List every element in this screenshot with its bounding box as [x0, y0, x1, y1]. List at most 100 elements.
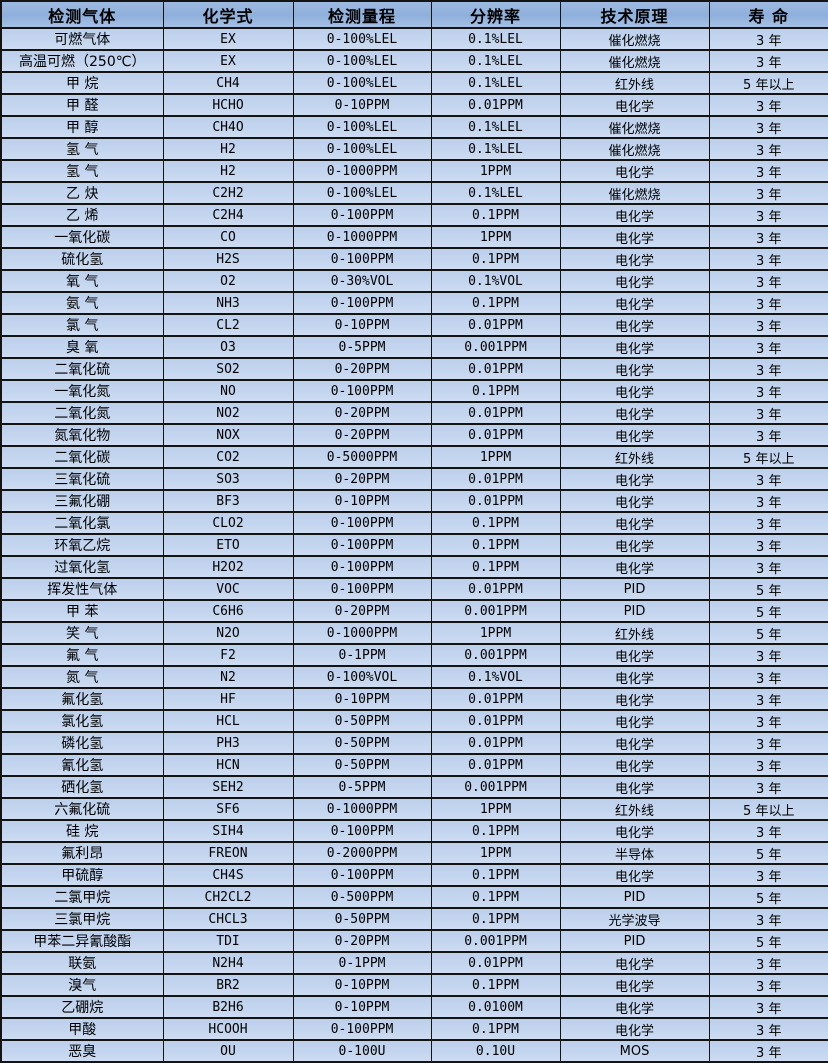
cell-gas: 甲苯二异氰酸酯: [0, 929, 164, 953]
cell-formula: PH3: [162, 731, 294, 755]
cell-principle: 催化燃烧: [559, 137, 710, 161]
cell-lifespan: 3 年: [708, 49, 828, 73]
table-body: 可燃气体 EX 0-100%LEL 0.1%LEL 催化燃烧 3 年高温可燃（250℃） E…: [0, 27, 828, 1063]
cell-principle: 电化学: [559, 511, 710, 535]
table-row: 甲酸 HCOOH 0-100PPM 0.1PPM 电化学 3 年: [0, 1017, 828, 1041]
column-header-range: 检测量程: [292, 0, 432, 29]
cell-range: 0-100%LEL: [292, 27, 432, 51]
cell-principle: PID: [559, 929, 710, 953]
cell-gas: 甲 醇: [0, 115, 164, 139]
cell-range: 0-1000PPM: [292, 621, 432, 645]
table-row: 可燃气体 EX 0-100%LEL 0.1%LEL 催化燃烧 3 年: [0, 27, 828, 51]
cell-formula: B2H6: [162, 995, 294, 1019]
cell-principle: 电化学: [559, 533, 710, 557]
cell-resolution: 0.1PPM: [430, 1017, 561, 1041]
cell-gas: 乙 烯: [0, 203, 164, 227]
cell-range: 0-100PPM: [292, 203, 432, 227]
cell-lifespan: 3 年: [708, 203, 828, 227]
cell-principle: 电化学: [559, 1017, 710, 1041]
column-header-formula: 化学式: [162, 0, 294, 29]
cell-lifespan: 3 年: [708, 225, 828, 249]
cell-lifespan: 5 年: [708, 841, 828, 865]
cell-gas: 氢 气: [0, 137, 164, 161]
cell-gas: 乙 炔: [0, 181, 164, 205]
cell-resolution: 0.1%VOL: [430, 269, 561, 293]
cell-principle: 电化学: [559, 973, 710, 997]
cell-gas: 氟利昂: [0, 841, 164, 865]
cell-range: 0-100PPM: [292, 819, 432, 843]
cell-formula: EX: [162, 49, 294, 73]
cell-lifespan: 3 年: [708, 269, 828, 293]
table-row: 六氟化硫 SF6 0-1000PPM 1PPM 红外线 5 年以上: [0, 797, 828, 821]
column-header-resolution: 分辨率: [430, 0, 561, 29]
cell-principle: 电化学: [559, 665, 710, 689]
table-row: 甲苯二异氰酸酯 TDI 0-20PPM 0.001PPM PID 5 年: [0, 929, 828, 953]
cell-formula: N2H4: [162, 951, 294, 975]
cell-range: 0-50PPM: [292, 753, 432, 777]
cell-lifespan: 5 年以上: [708, 71, 828, 95]
cell-principle: 红外线: [559, 621, 710, 645]
cell-principle: 半导体: [559, 841, 710, 865]
cell-lifespan: 3 年: [708, 555, 828, 579]
table-row: 甲 醛 HCHO 0-10PPM 0.01PPM 电化学 3 年: [0, 93, 828, 117]
cell-gas: 一氧化碳: [0, 225, 164, 249]
cell-gas: 联氨: [0, 951, 164, 975]
cell-principle: PID: [559, 599, 710, 623]
cell-principle: PID: [559, 577, 710, 601]
cell-gas: 磷化氢: [0, 731, 164, 755]
cell-lifespan: 5 年: [708, 885, 828, 909]
cell-range: 0-1000PPM: [292, 225, 432, 249]
cell-principle: 光学波导: [559, 907, 710, 931]
cell-resolution: 0.001PPM: [430, 335, 561, 359]
table-row: 磷化氢 PH3 0-50PPM 0.01PPM 电化学 3 年: [0, 731, 828, 755]
cell-resolution: 0.1PPM: [430, 511, 561, 535]
cell-principle: 催化燃烧: [559, 181, 710, 205]
cell-gas: 甲硫醇: [0, 863, 164, 887]
table-row: 硫化氢 H2S 0-100PPM 0.1PPM 电化学 3 年: [0, 247, 828, 271]
cell-resolution: 0.1PPM: [430, 533, 561, 557]
cell-range: 0-10PPM: [292, 995, 432, 1019]
cell-resolution: 0.1PPM: [430, 379, 561, 403]
cell-gas: 二氧化硫: [0, 357, 164, 381]
table-row: 氢 气 H2 0-100%LEL 0.1%LEL 催化燃烧 3 年: [0, 137, 828, 161]
cell-lifespan: 3 年: [708, 379, 828, 403]
column-header-lifespan: 寿 命: [708, 0, 828, 29]
cell-principle: 电化学: [559, 93, 710, 117]
table-row: 氮氧化物 NOX 0-20PPM 0.01PPM 电化学 3 年: [0, 423, 828, 447]
cell-gas: 氮氧化物: [0, 423, 164, 447]
cell-gas: 硫化氢: [0, 247, 164, 271]
cell-formula: CH4O: [162, 115, 294, 139]
table-row: 三氯甲烷 CHCL3 0-50PPM 0.1PPM 光学波导 3 年: [0, 907, 828, 931]
cell-resolution: 0.1%LEL: [430, 137, 561, 161]
cell-lifespan: 3 年: [708, 401, 828, 425]
table-row: 甲 醇 CH4O 0-100%LEL 0.1%LEL 催化燃烧 3 年: [0, 115, 828, 139]
cell-principle: 电化学: [559, 995, 710, 1019]
cell-range: 0-100PPM: [292, 1017, 432, 1041]
cell-principle: 电化学: [559, 863, 710, 887]
cell-gas: 过氧化氢: [0, 555, 164, 579]
table-row: 氮 气 N2 0-100%VOL 0.1%VOL 电化学 3 年: [0, 665, 828, 689]
cell-resolution: 0.01PPM: [430, 467, 561, 491]
cell-range: 0-50PPM: [292, 907, 432, 931]
cell-resolution: 0.1PPM: [430, 885, 561, 909]
cell-range: 0-100%VOL: [292, 665, 432, 689]
cell-resolution: 1PPM: [430, 225, 561, 249]
cell-gas: 甲酸: [0, 1017, 164, 1041]
cell-formula: OU: [162, 1039, 294, 1063]
table-row: 氧 气 O2 0-30%VOL 0.1%VOL 电化学 3 年: [0, 269, 828, 293]
cell-formula: FREON: [162, 841, 294, 865]
cell-lifespan: 3 年: [708, 27, 828, 51]
cell-range: 0-100%LEL: [292, 181, 432, 205]
cell-formula: SIH4: [162, 819, 294, 843]
cell-resolution: 0.01PPM: [430, 423, 561, 447]
cell-formula: H2O2: [162, 555, 294, 579]
table-row: 甲 烷 CH4 0-100%LEL 0.1%LEL 红外线 5 年以上: [0, 71, 828, 95]
cell-gas: 甲 烷: [0, 71, 164, 95]
cell-lifespan: 3 年: [708, 643, 828, 667]
column-header-principle: 技术原理: [559, 0, 710, 29]
cell-range: 0-100%LEL: [292, 137, 432, 161]
cell-resolution: 0.01PPM: [430, 753, 561, 777]
table-row: 氟化氢 HF 0-10PPM 0.01PPM 电化学 3 年: [0, 687, 828, 711]
table-row: 笑 气 N2O 0-1000PPM 1PPM 红外线 5 年: [0, 621, 828, 645]
